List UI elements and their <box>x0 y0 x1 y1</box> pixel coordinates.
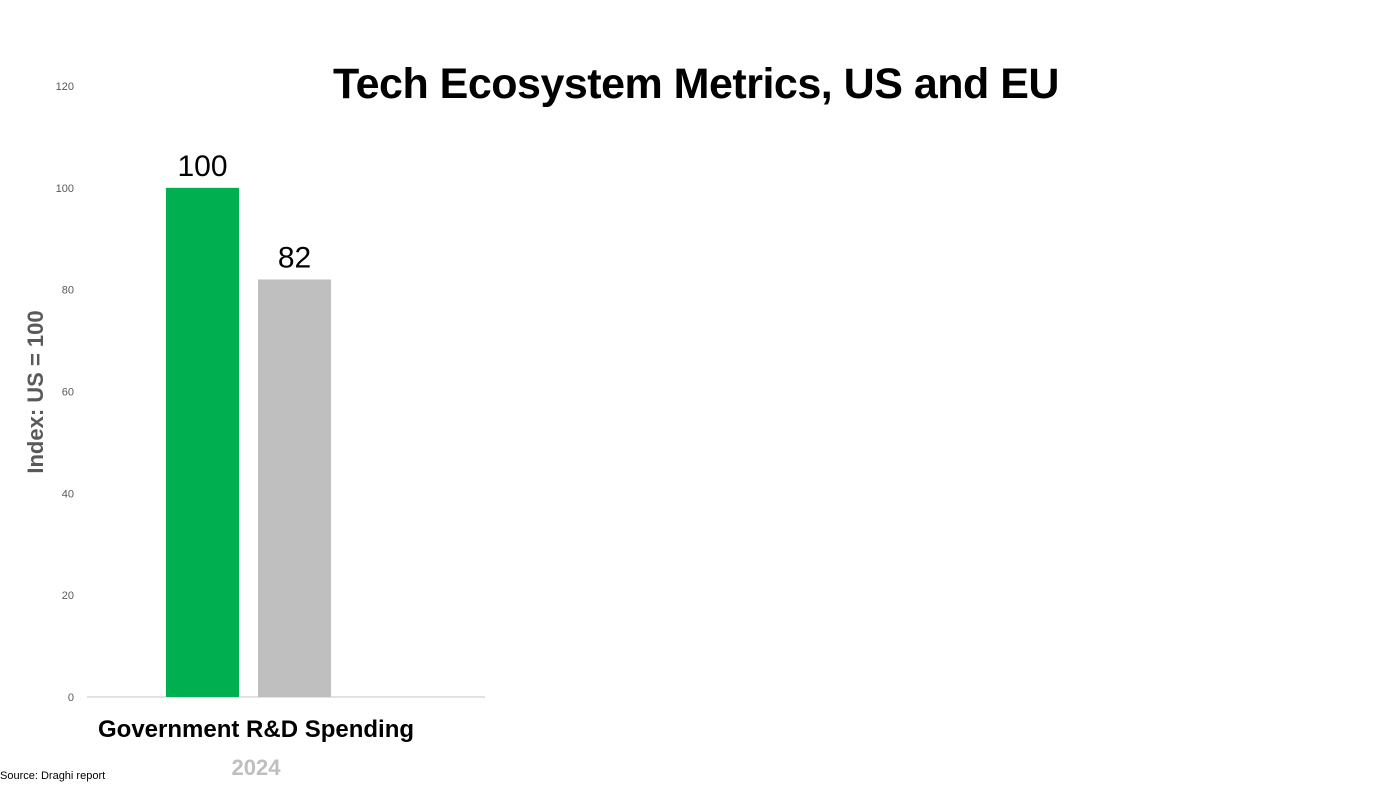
bar-value-label: 100 <box>177 150 227 183</box>
eu-bar <box>258 279 331 697</box>
y-tick-label: 40 <box>62 488 74 500</box>
y-tick-label: 100 <box>56 183 74 195</box>
us-bar <box>166 187 239 698</box>
source-note: Source: Draghi report <box>0 770 106 782</box>
year-label: 2024 <box>231 755 281 780</box>
y-tick-label: 60 <box>62 387 74 399</box>
bar-value-label: 82 <box>278 241 311 274</box>
category-label: Government R&D Spending <box>98 716 415 743</box>
chart-title: Tech Ecosystem Metrics, US and EU <box>333 60 1059 108</box>
y-tick-label: 20 <box>62 590 74 602</box>
y-tick-label: 80 <box>62 285 74 297</box>
y-tick-label: 0 <box>68 692 74 704</box>
y-tick-label: 120 <box>56 81 74 93</box>
